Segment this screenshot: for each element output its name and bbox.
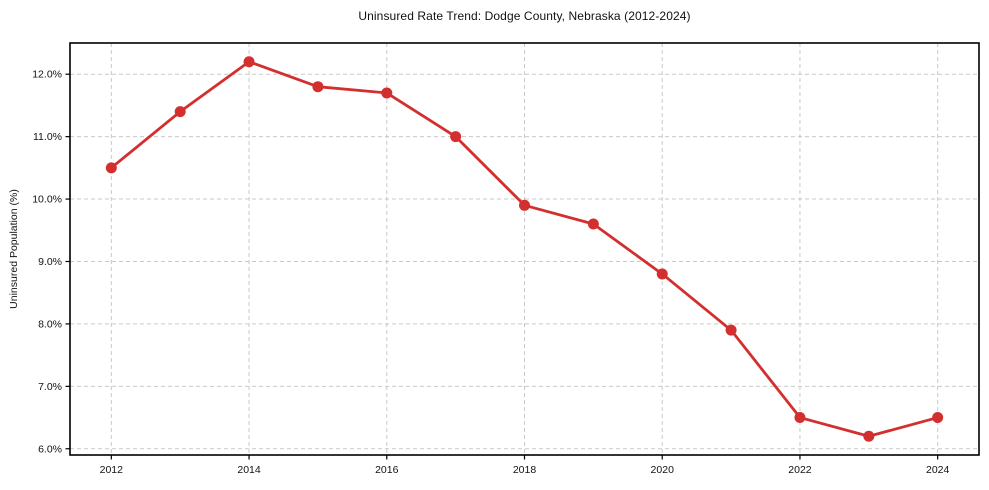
x-tick-label: 2014 bbox=[237, 464, 261, 476]
data-point-2020 bbox=[656, 268, 668, 280]
data-point-2015 bbox=[312, 81, 324, 93]
data-point-2013 bbox=[174, 106, 186, 118]
y-tick-label: 7.0% bbox=[38, 381, 62, 393]
x-tick-label: 2024 bbox=[926, 464, 950, 476]
data-point-2021 bbox=[725, 324, 737, 336]
x-tick-label: 2018 bbox=[513, 464, 537, 476]
x-tick-label: 2020 bbox=[651, 464, 675, 476]
x-tick-label: 2016 bbox=[375, 464, 399, 476]
y-tick-label: 11.0% bbox=[33, 131, 62, 143]
data-point-2016 bbox=[381, 87, 393, 99]
y-tick-label: 12.0% bbox=[32, 69, 62, 81]
chart-title: Uninsured Rate Trend: Dodge County, Nebr… bbox=[358, 9, 691, 23]
x-tick-label: 2012 bbox=[100, 464, 124, 476]
data-point-2014 bbox=[243, 56, 255, 68]
y-tick-label: 6.0% bbox=[38, 443, 62, 455]
data-point-2023 bbox=[863, 430, 875, 442]
data-point-2019 bbox=[587, 218, 599, 230]
data-point-2018 bbox=[519, 199, 530, 211]
data-point-2022 bbox=[794, 412, 806, 424]
x-tick-label: 2022 bbox=[788, 464, 812, 476]
y-tick-label: 8.0% bbox=[38, 318, 62, 330]
data-point-2012 bbox=[105, 162, 117, 174]
y-tick-label: 10.0% bbox=[32, 194, 62, 206]
data-point-2024 bbox=[932, 412, 944, 424]
y-tick-label: 9.0% bbox=[38, 256, 62, 268]
data-point-2017 bbox=[450, 131, 462, 143]
